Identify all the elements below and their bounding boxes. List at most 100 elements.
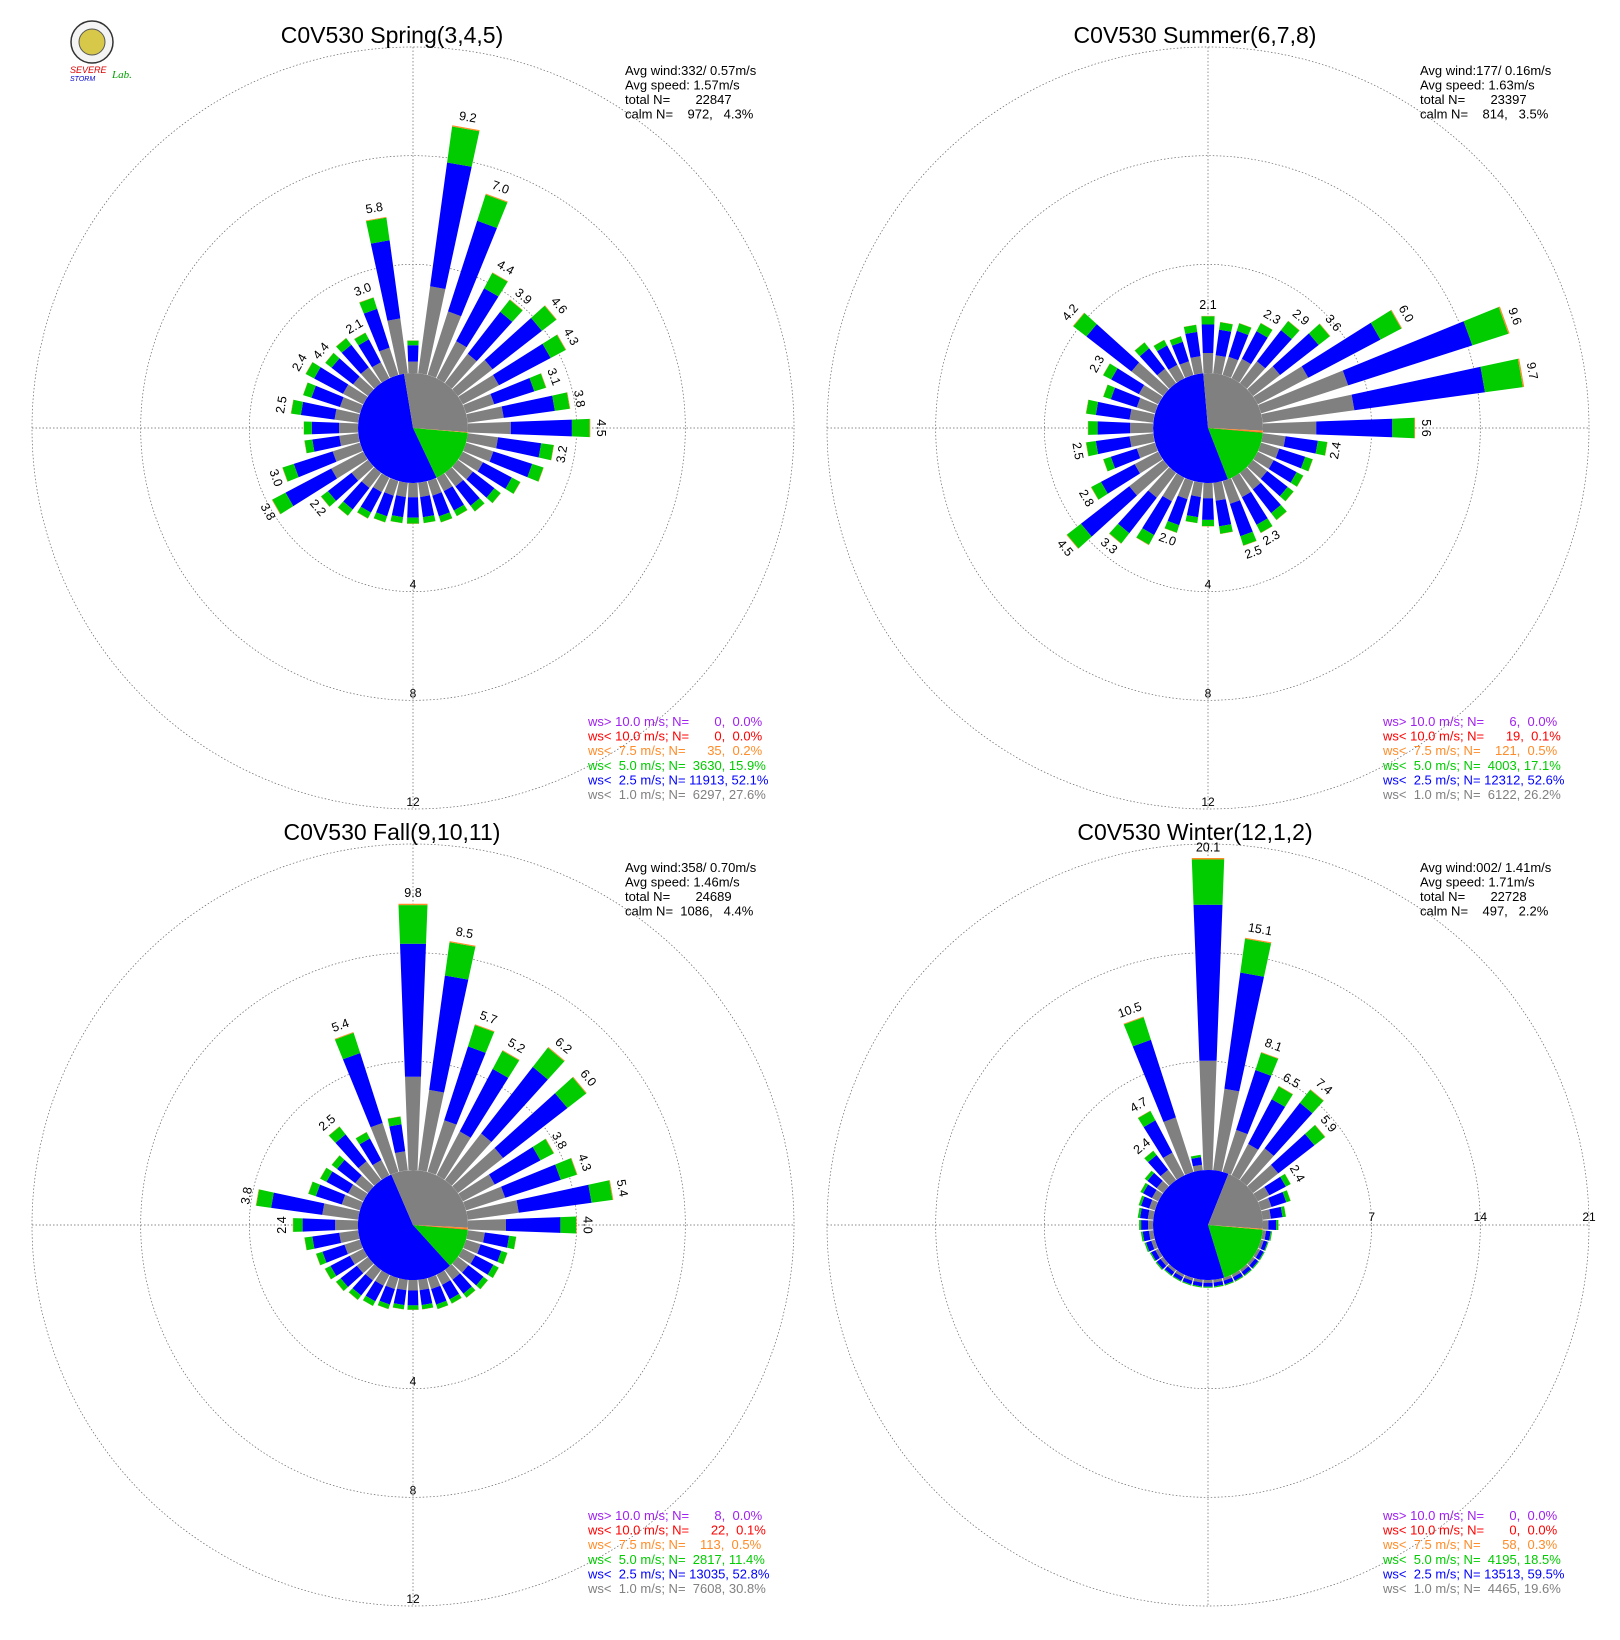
wind-rose-bar-segment — [387, 1116, 401, 1119]
bar-value-label: 3.8 — [571, 389, 588, 409]
wind-rose-bar-segment — [1269, 1231, 1273, 1241]
wind-rose-bar-segment — [1095, 436, 1132, 455]
wind-rose-bar-segment — [1103, 459, 1108, 472]
wind-rose-bar-segment — [484, 272, 508, 297]
wind-rose-bar-segment — [354, 332, 369, 346]
wind-rose-bar-segment — [1190, 1154, 1201, 1157]
wind-rose-bar-segment — [1175, 1270, 1185, 1278]
wind-rose-bar-segment — [1314, 1124, 1326, 1138]
wind-rose-bar-segment — [427, 478, 442, 496]
wind-rose-bar-segment — [334, 409, 360, 423]
wind-rose-bar-segment — [1308, 323, 1330, 345]
wind-rose-bar-segment — [490, 378, 535, 405]
wind-rose-bar-segment — [466, 406, 504, 423]
wind-rose-bar-segment — [1240, 938, 1272, 977]
wind-rose-bar-segment — [330, 1255, 355, 1276]
wind-rose-bar-segment — [271, 1192, 325, 1215]
wind-rose-bar-segment — [1259, 1251, 1265, 1261]
wind-rose-bar-segment — [609, 1180, 614, 1200]
wind-rose-bar-segment — [1169, 336, 1183, 346]
wind-rose-bar-segment — [1261, 1052, 1279, 1059]
wind-rose-bar-segment — [443, 486, 464, 511]
wind-rose-bar-segment — [422, 515, 436, 524]
wind-rose-bar-segment — [497, 1250, 508, 1265]
wind-rose-bar-segment — [466, 471, 495, 498]
wind-rose-bar-segment — [376, 492, 394, 517]
wind-rose-bar-segment — [300, 401, 337, 420]
wind-rose-bar-segment — [316, 1251, 327, 1266]
wind-rose-bar-segment — [503, 1252, 508, 1265]
wind-rose-bar-segment — [560, 1216, 577, 1234]
wind-rose-bar-segment — [325, 352, 340, 368]
wind-rose-bar-segment — [1235, 1276, 1244, 1282]
wind-rose-bar-segment — [312, 435, 341, 452]
wind-rose-bar-segment — [1185, 515, 1199, 524]
wind-rose-bar-segment — [453, 504, 468, 517]
wind-rose-bar-segment — [1190, 356, 1203, 375]
wind-rose-bar-segment — [1234, 1276, 1244, 1282]
wind-rose-bar-segment — [486, 488, 501, 504]
wind-rose-bar-segment — [1129, 459, 1169, 496]
wind-rose-bar-segment — [1201, 519, 1215, 527]
wind-rose-bar-segment — [1256, 518, 1273, 533]
wind-rose-bar-segment — [304, 440, 307, 454]
wind-rose-bar-segment — [395, 1151, 408, 1172]
wind-rose-bar-segment — [1241, 491, 1268, 525]
wind-rose-bar-segment — [1265, 1242, 1269, 1251]
wind-rose-bar-segment — [1279, 486, 1294, 502]
wind-rose-bar-segment — [1296, 475, 1304, 487]
stat-line: total N= 23397 — [1420, 92, 1527, 107]
wind-rose-bar-segment — [396, 481, 408, 498]
bar-value-label: 10.5 — [1116, 999, 1144, 1020]
bar-value-label: 2.4 — [289, 351, 310, 373]
wind-rose-bar-segment — [1192, 1285, 1202, 1288]
wind-rose-bar-segment — [1255, 1249, 1264, 1260]
wind-rose-bar-segment — [436, 1300, 449, 1310]
wind-rose-bar-segment — [477, 1244, 502, 1262]
wind-rose-bar-segment — [337, 507, 348, 516]
wind-rose-bar-segment — [1271, 504, 1287, 520]
wind-rose-bar-segment — [1290, 472, 1304, 487]
wind-rose-bar-segment — [359, 297, 378, 314]
wind-rose-bar-segment — [311, 385, 344, 407]
wind-rose-bar-segment — [1215, 329, 1232, 357]
legend-entry: ws< 7.5 m/s; N= 35, 0.2% — [587, 743, 763, 758]
wind-rose-bar-segment — [502, 1050, 520, 1061]
ring-circle — [826, 843, 1590, 1607]
bar-value-label: 3.0 — [266, 467, 285, 488]
stat-line: calm N= 497, 2.2% — [1420, 904, 1549, 919]
wind-rose-bar-segment — [355, 1131, 367, 1139]
wind-rose-bar-segment — [1247, 366, 1281, 397]
panel-title: C0V530 Summer(6,7,8) — [1074, 22, 1317, 48]
wind-rose-bar-segment — [1103, 384, 1108, 397]
wind-rose-bar-segment — [1140, 1231, 1143, 1242]
wind-rose-bar-segment — [352, 1274, 373, 1296]
calm-pie-slice — [1153, 1169, 1229, 1280]
wind-rose-bar-segment — [1236, 1070, 1272, 1135]
wind-rose-bar-segment — [1214, 1284, 1224, 1288]
wind-rose-bar-segment — [429, 975, 469, 1093]
wind-rose-bar-segment — [1264, 1230, 1271, 1241]
wind-rose-bar-segment — [1191, 858, 1225, 860]
bar-value-label: 2.1 — [343, 316, 365, 337]
legend-entry: ws< 2.5 m/s; N= 13035, 52.8% — [587, 1566, 770, 1581]
wind-rose-bar-segment — [372, 362, 390, 383]
wind-rose-bar-segment — [1103, 384, 1115, 400]
wind-rose-bar-segment — [1167, 495, 1188, 526]
wind-rose-bar-segment — [1261, 1209, 1271, 1220]
wind-rose-bar-segment — [373, 473, 390, 493]
wind-rose-bar-segment — [1136, 528, 1155, 545]
wind-rose-bar-segment — [341, 344, 369, 374]
bar-value-label: 6.0 — [1396, 303, 1417, 325]
wind-rose-bar-segment — [1228, 330, 1249, 361]
wind-rose-bar-segment — [506, 1217, 561, 1233]
wind-rose-bar-segment — [438, 512, 453, 523]
wind-rose-bar-segment — [501, 1164, 561, 1198]
wind-rose-bar-segment — [447, 126, 480, 167]
wind-rose-bar-segment — [1202, 353, 1214, 373]
wind-rose-bar-segment — [1144, 1242, 1150, 1253]
wind-rose-bar-segment — [1110, 387, 1141, 408]
ring-tick-label: 4 — [410, 1375, 417, 1389]
bar-value-label: 20.1 — [1196, 840, 1220, 854]
